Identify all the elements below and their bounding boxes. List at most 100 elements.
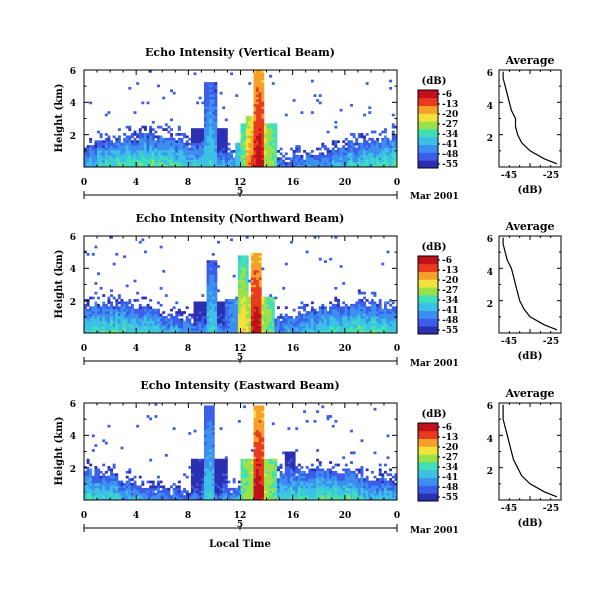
- heatmap-cell: [248, 490, 252, 494]
- heatmap-cell: [99, 162, 103, 165]
- heatmap-cell: [256, 125, 260, 129]
- heatmap-cell: [214, 145, 218, 148]
- heatmap-cell: [391, 159, 395, 163]
- heatmap-cell: [290, 162, 293, 165]
- heatmap-cell: [250, 157, 254, 161]
- heatmap-cell: [185, 140, 189, 144]
- avg-x-label: (dB): [518, 351, 543, 362]
- heatmap-cell: [214, 470, 218, 474]
- heatmap-cell: [136, 497, 140, 501]
- heatmap-cell: [206, 147, 210, 151]
- heatmap-cell: [329, 257, 333, 261]
- heatmap-cell: [334, 303, 338, 307]
- heatmap-cell: [175, 487, 179, 491]
- heatmap-cell: [190, 325, 194, 329]
- heatmap-cell: [117, 152, 121, 156]
- heatmap-cell: [271, 328, 275, 331]
- heatmap-cell: [386, 145, 390, 148]
- heatmap-cell: [297, 145, 301, 148]
- heatmap-cell: [373, 147, 377, 151]
- heatmap-cell: [263, 154, 267, 158]
- heatmap-cell: [274, 497, 278, 501]
- heatmap-cell: [170, 140, 173, 144]
- heatmap-cell: [235, 497, 239, 501]
- heatmap-cell: [337, 328, 340, 331]
- heatmap-cell: [305, 495, 309, 498]
- heatmap-cell: [84, 164, 87, 168]
- heatmap-cell: [214, 133, 218, 136]
- heatmap-cell: [313, 94, 317, 97]
- heatmap-cell: [110, 492, 113, 496]
- heatmap-cell: [232, 478, 236, 481]
- heatmap-cell: [214, 466, 218, 469]
- heatmap-cell: [243, 475, 247, 479]
- heatmap-cell: [365, 323, 369, 327]
- heatmap-cell: [206, 492, 210, 496]
- heatmap-cell: [357, 157, 361, 161]
- heatmap-cell: [136, 495, 140, 498]
- heatmap-cell: [219, 157, 223, 161]
- heatmap-cell: [274, 325, 278, 329]
- heatmap-cell: [300, 313, 304, 317]
- heatmap-cell: [193, 133, 197, 136]
- heatmap-cell: [206, 429, 210, 433]
- heatmap-cell: [97, 328, 100, 331]
- heatmap-cell: [292, 320, 296, 324]
- heatmap-cell: [243, 123, 247, 127]
- heatmap-cell: [185, 320, 189, 324]
- heatmap-cell: [337, 157, 340, 161]
- heatmap-cell: [253, 154, 257, 158]
- heatmap-cell: [102, 162, 106, 165]
- heatmap-cell: [112, 490, 116, 494]
- heatmap-cell: [99, 306, 103, 310]
- heatmap-cell: [253, 142, 257, 146]
- heatmap-cell: [258, 128, 262, 131]
- heatmap-cell: [133, 485, 137, 489]
- heatmap-cell: [146, 487, 150, 491]
- heatmap-cell: [321, 485, 325, 489]
- heatmap-cell: [360, 299, 364, 302]
- heatmap-cell: [250, 116, 254, 119]
- heatmap-cell: [381, 154, 385, 158]
- heatmap-cell: [149, 495, 153, 498]
- heatmap-cell: [214, 142, 218, 146]
- heatmap-cell: [240, 316, 244, 319]
- heatmap-cell: [256, 291, 260, 295]
- heatmap-cell: [128, 487, 132, 491]
- heatmap-cell: [115, 475, 119, 479]
- heatmap-cell: [339, 150, 343, 153]
- heatmap-cell: [237, 272, 241, 276]
- heatmap-cell: [193, 475, 197, 479]
- heatmap-cell: [107, 301, 111, 305]
- heatmap-cell: [211, 446, 215, 450]
- heatmap-cell: [352, 313, 356, 317]
- heatmap-cell: [222, 142, 226, 146]
- heatmap-cell: [389, 308, 393, 312]
- heatmap-cell: [146, 137, 150, 141]
- date-axis: [83, 357, 398, 365]
- heatmap-cell: [110, 325, 113, 329]
- heatmap-cell: [136, 490, 140, 494]
- heatmap-cell: [383, 308, 387, 312]
- heatmap-cell: [102, 478, 106, 481]
- heatmap-cell: [214, 463, 218, 467]
- heatmap-cell: [378, 159, 382, 163]
- heatmap-cell: [376, 145, 380, 148]
- heatmap-cell: [125, 311, 129, 314]
- heatmap-cell: [237, 154, 241, 158]
- heatmap-cell: [209, 316, 213, 319]
- heatmap-cell: [172, 490, 176, 494]
- heatmap-cell: [271, 137, 275, 141]
- heatmap-cell: [334, 311, 338, 314]
- heatmap-cell: [284, 495, 288, 498]
- heatmap-cell: [193, 164, 197, 168]
- heatmap-cell: [253, 441, 257, 445]
- heatmap-cell: [308, 480, 312, 484]
- heatmap-cell: [237, 492, 241, 496]
- heatmap-cell: [269, 303, 273, 307]
- heatmap-cell: [261, 133, 265, 136]
- heatmap-cell: [188, 159, 192, 163]
- heatmap-cell: [217, 492, 220, 496]
- heatmap-cell: [224, 475, 228, 479]
- heatmap-cell: [237, 284, 241, 288]
